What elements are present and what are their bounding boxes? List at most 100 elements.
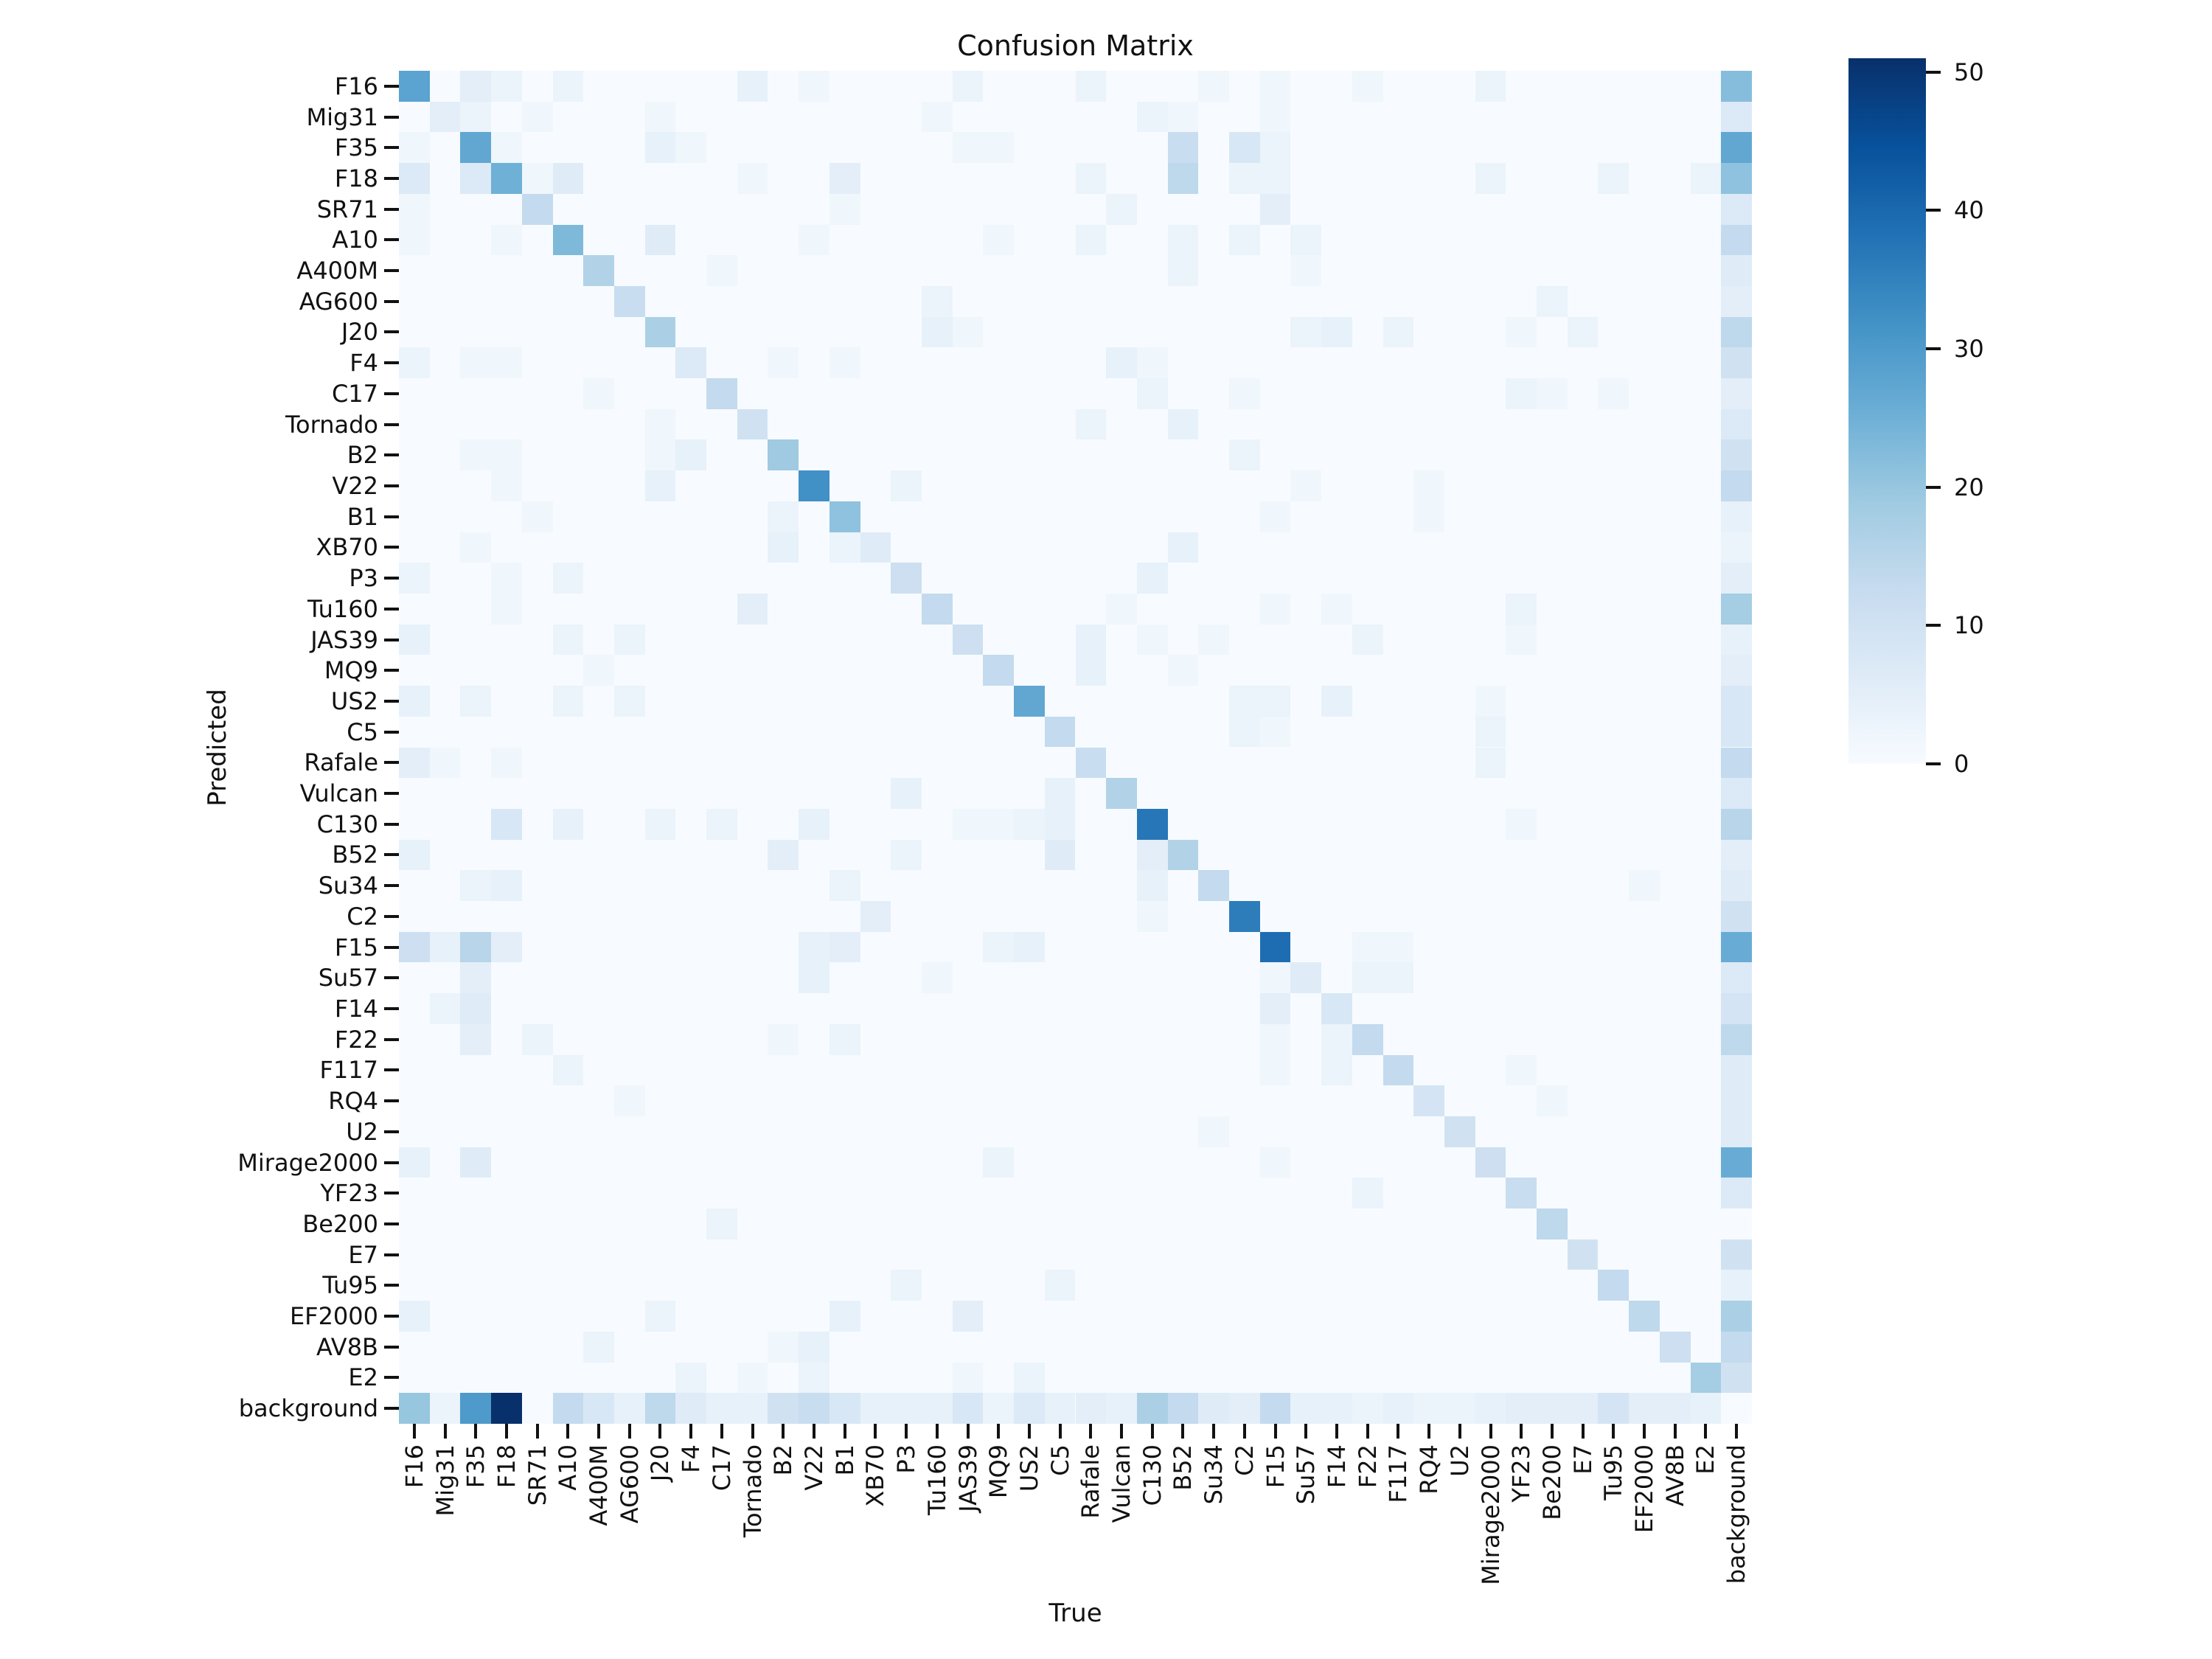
colorbar-tick-label: 20 [1954,473,1984,501]
y-tick-label: F35 [334,133,378,162]
heatmap-cell [1690,1362,1722,1394]
heatmap-cell [1598,1270,1630,1301]
heatmap-cell [583,255,614,286]
y-tick-mark [384,176,399,180]
heatmap-cell [829,501,860,532]
y-tick-label: V22 [332,472,378,500]
heatmap-cell [921,285,953,317]
heatmap-cell [706,255,737,286]
y-tick-label: C5 [347,717,378,746]
heatmap-cell [1106,347,1137,379]
heatmap-cell [706,378,737,409]
heatmap-cell [1382,1054,1414,1086]
heatmap-cell [768,839,799,871]
colorbar-tick-mark [1926,347,1941,351]
heatmap-cell [1721,1331,1752,1363]
heatmap-cell [952,1301,984,1332]
heatmap-cell [1259,1393,1291,1424]
heatmap-cell [1136,901,1168,932]
y-tick-mark [384,361,399,365]
heatmap-cell [1506,1054,1537,1086]
heatmap-cell [1259,593,1291,625]
y-tick-mark [384,84,399,88]
heatmap-cell [768,532,799,563]
x-tick-mark [966,1424,970,1439]
heatmap-cell [1629,870,1660,902]
y-tick-label: JAS39 [310,625,378,654]
heatmap-cell [1198,1393,1230,1424]
y-tick-mark [384,238,399,242]
heatmap-cell [399,71,430,102]
heatmap-cell [675,1393,707,1424]
colorbar-tick-mark [1926,762,1941,765]
heatmap-cell [460,962,492,994]
y-tick-label: Vulcan [299,779,378,808]
x-tick-mark [597,1424,601,1439]
y-tick-label: F22 [334,1025,378,1054]
heatmap-cell [491,931,522,963]
heatmap-cell [1475,716,1506,748]
heatmap-cell [799,71,830,102]
x-tick-mark [1735,1424,1739,1439]
heatmap-cell [1352,931,1383,963]
heatmap-cell [1259,962,1291,994]
x-tick-mark [627,1424,631,1439]
heatmap-cell [1690,1393,1722,1424]
y-tick-label: XB70 [316,533,378,562]
x-tick-mark [1550,1424,1554,1439]
x-tick-label: J20 [646,1444,675,1482]
heatmap-cell [829,1301,860,1332]
heatmap-cell [1721,1054,1752,1086]
heatmap-plot-area [399,71,1752,1424]
y-tick-label: EF2000 [289,1302,378,1331]
heatmap-cell [891,1393,922,1424]
heatmap-cell [1721,470,1752,501]
x-tick-label: E7 [1568,1444,1597,1475]
x-tick-mark [843,1424,846,1439]
x-tick-mark [751,1424,754,1439]
heatmap-cell [552,563,584,594]
x-tick-mark [1366,1424,1369,1439]
x-tick-mark [1458,1424,1461,1439]
heatmap-cell [1044,778,1076,809]
y-tick-label: F18 [334,164,378,192]
x-tick-label: Mirage2000 [1476,1444,1505,1585]
heatmap-cell [706,1208,737,1239]
heatmap-cell [552,1054,584,1086]
heatmap-cell [1413,1085,1444,1116]
heatmap-cell [1259,1054,1291,1086]
heatmap-cell [583,378,614,409]
heatmap-cell [1321,593,1352,625]
heatmap-cell [706,808,737,840]
heatmap-cell [1721,532,1752,563]
x-tick-label: C17 [707,1444,736,1492]
x-tick-label: MQ9 [984,1444,1013,1499]
y-tick-mark [384,1222,399,1225]
colorbar-tick-mark [1926,624,1941,627]
heatmap-cell [1075,71,1107,102]
x-tick-mark [443,1424,447,1439]
y-tick-label: E7 [348,1240,378,1269]
heatmap-cell [1106,778,1137,809]
x-tick-label: F14 [1322,1444,1351,1489]
heatmap-cell [1721,71,1752,102]
heatmap-cell [1721,285,1752,317]
heatmap-cell [1259,71,1291,102]
heatmap-cell [1259,1023,1291,1055]
x-tick-label: Tornado [738,1444,767,1538]
x-tick-label: Vulcan [1107,1444,1136,1523]
heatmap-cell [799,808,830,840]
heatmap-cell [1721,408,1752,440]
y-tick-mark [384,515,399,518]
y-tick-label: SR71 [316,195,378,223]
y-tick-label: YF23 [320,1179,378,1208]
x-tick-mark [1397,1424,1400,1439]
y-tick-mark [384,945,399,949]
heatmap-cell [1352,1178,1383,1209]
x-tick-mark [997,1424,1001,1439]
heatmap-cell [768,1331,799,1363]
heatmap-cell [1290,224,1322,256]
heatmap-cell [613,686,645,717]
heatmap-cell [1444,1393,1475,1424]
